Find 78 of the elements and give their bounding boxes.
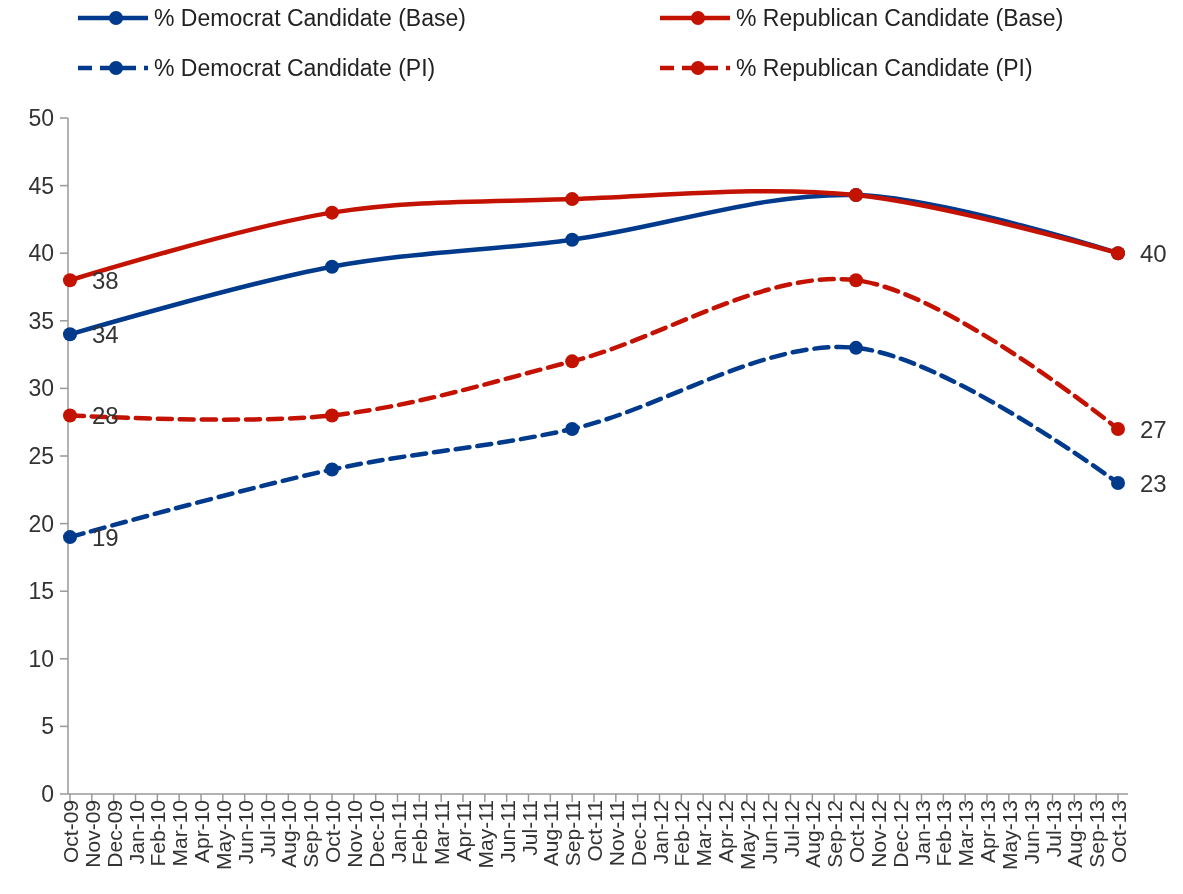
data-label: 23 — [1140, 470, 1167, 498]
point — [1111, 421, 1125, 436]
data-label: 40 — [1140, 240, 1167, 268]
x-tick-label: Jan-13 — [910, 800, 934, 865]
x-tick-label: Aug-12 — [801, 800, 825, 868]
x-tick-label: Oct-11 — [583, 800, 606, 862]
point — [565, 421, 580, 436]
point — [565, 192, 580, 207]
point — [325, 205, 339, 220]
x-tick-label: Nov-11 — [604, 800, 628, 867]
y-tick-label: 25 — [28, 443, 54, 469]
y-tick-label: 30 — [28, 375, 54, 402]
point — [565, 354, 580, 369]
data-label: 27 — [1140, 415, 1167, 443]
x-tick-label: Aug-10 — [277, 800, 301, 868]
x-tick-label: Nov-12 — [866, 800, 890, 868]
x-tick-label: Jul-10 — [255, 800, 279, 858]
x-tick-label: Jan-12 — [648, 800, 672, 865]
x-tick-label: Oct-12 — [845, 800, 868, 864]
x-tick-label: Dec-10 — [364, 800, 388, 868]
x-tick-label: Aug-11 — [539, 800, 563, 867]
point — [849, 340, 863, 355]
x-tick-label: Dec-09 — [102, 800, 126, 868]
y-tick-label: 45 — [28, 172, 54, 199]
x-tick-label: Apr-11 — [452, 800, 475, 862]
x-tick-label: Feb-12 — [670, 800, 694, 867]
x-tick-label: Mar-11 — [430, 800, 454, 865]
x-tick-label: Apr-10 — [190, 800, 213, 864]
x-tick-label: Dec-12 — [888, 800, 912, 868]
x-tick-label: Jan-11 — [386, 800, 410, 863]
point — [63, 408, 77, 423]
x-tick-label: Oct-10 — [321, 800, 344, 864]
y-tick-label: 20 — [28, 510, 54, 537]
x-tick-label: Feb-10 — [146, 800, 170, 867]
point — [1111, 476, 1125, 491]
x-tick-label: Mar-13 — [954, 800, 978, 867]
point — [325, 408, 339, 423]
x-tick-label: Sep-13 — [1085, 800, 1109, 868]
x-tick-label: Nov-09 — [80, 800, 104, 868]
x-tick-label: Apr-13 — [976, 800, 999, 864]
x-tick-label: Dec-11 — [626, 800, 650, 867]
x-tick-label: Aug-13 — [1063, 800, 1087, 868]
x-tick-label: Feb-13 — [932, 800, 956, 867]
x-tick-label: Jul-12 — [779, 800, 803, 858]
legend-label: % Democrat Candidate (Base) — [154, 5, 466, 31]
legend-label: % Republican Candidate (Base) — [736, 5, 1064, 31]
data-label: 19 — [92, 524, 119, 552]
point — [325, 462, 339, 477]
point — [325, 259, 339, 274]
data-label: 34 — [92, 321, 119, 349]
y-tick-label: 10 — [28, 645, 54, 672]
x-tick-label: Nov-10 — [342, 800, 366, 868]
point — [63, 327, 77, 342]
point — [63, 530, 77, 545]
legend-label: % Democrat Candidate (PI) — [154, 55, 436, 81]
x-tick-label: Oct-09 — [59, 800, 82, 864]
point — [849, 273, 863, 288]
x-tick-label: Mar-12 — [692, 800, 716, 867]
x-tick-label: Apr-12 — [714, 800, 737, 864]
y-tick-label: 0 — [41, 781, 54, 807]
y-tick-label: 15 — [28, 578, 54, 605]
y-tick-label: 50 — [28, 105, 54, 131]
x-tick-label: Jan-10 — [124, 800, 148, 865]
x-tick-label: Mar-10 — [168, 800, 192, 867]
x-tick-label: Jul-13 — [1041, 800, 1065, 858]
x-tick-label: Sep-12 — [823, 800, 847, 868]
x-tick-label: Sep-11 — [561, 800, 585, 867]
x-tick-label: Oct-13 — [1107, 800, 1130, 864]
x-tick-label: Jul-11 — [517, 800, 541, 856]
data-label: 38 — [92, 267, 119, 295]
x-tick-label: Sep-10 — [299, 800, 323, 868]
y-tick-label: 35 — [28, 307, 54, 334]
legend-label: % Republican Candidate (PI) — [736, 55, 1033, 81]
point — [63, 273, 77, 288]
x-tick-label: Feb-11 — [408, 800, 432, 865]
y-tick-label: 40 — [28, 240, 54, 267]
point — [565, 232, 580, 247]
y-tick-label: 5 — [41, 713, 54, 740]
